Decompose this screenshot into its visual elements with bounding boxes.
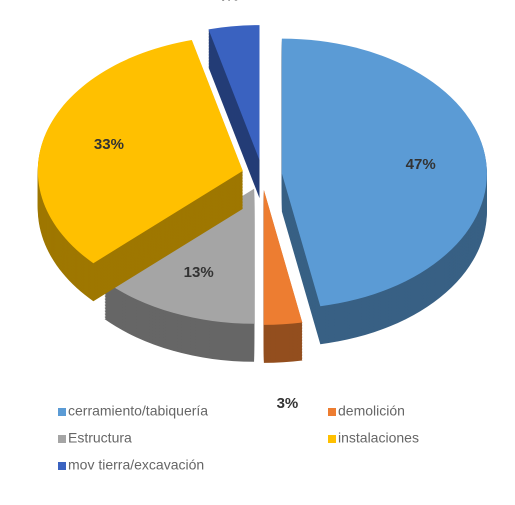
data-label: 4% xyxy=(217,0,239,5)
slice xyxy=(37,40,243,302)
legend-swatch xyxy=(58,462,66,470)
legend-swatch xyxy=(58,408,66,416)
legend-label: demolición xyxy=(338,403,405,419)
slice-top xyxy=(208,25,260,161)
legend-label: cerramiento/tabiquería xyxy=(68,403,208,419)
data-label: 13% xyxy=(184,264,214,281)
legend-label: instalaciones xyxy=(338,430,419,446)
slice-top xyxy=(281,38,487,307)
legend-swatch xyxy=(58,435,66,443)
legend-swatch xyxy=(328,408,336,416)
legend-label: mov tierra/excavación xyxy=(68,457,204,473)
slice-top xyxy=(263,189,303,325)
data-label: 3% xyxy=(277,395,299,412)
slice-top xyxy=(37,40,243,264)
slice xyxy=(208,25,260,199)
data-label: 47% xyxy=(406,156,436,173)
slice xyxy=(281,38,487,345)
legend-label: Estructura xyxy=(68,430,132,446)
legend-swatch xyxy=(328,435,336,443)
slice xyxy=(263,189,303,363)
slice xyxy=(104,188,255,362)
data-label: 33% xyxy=(94,136,124,153)
